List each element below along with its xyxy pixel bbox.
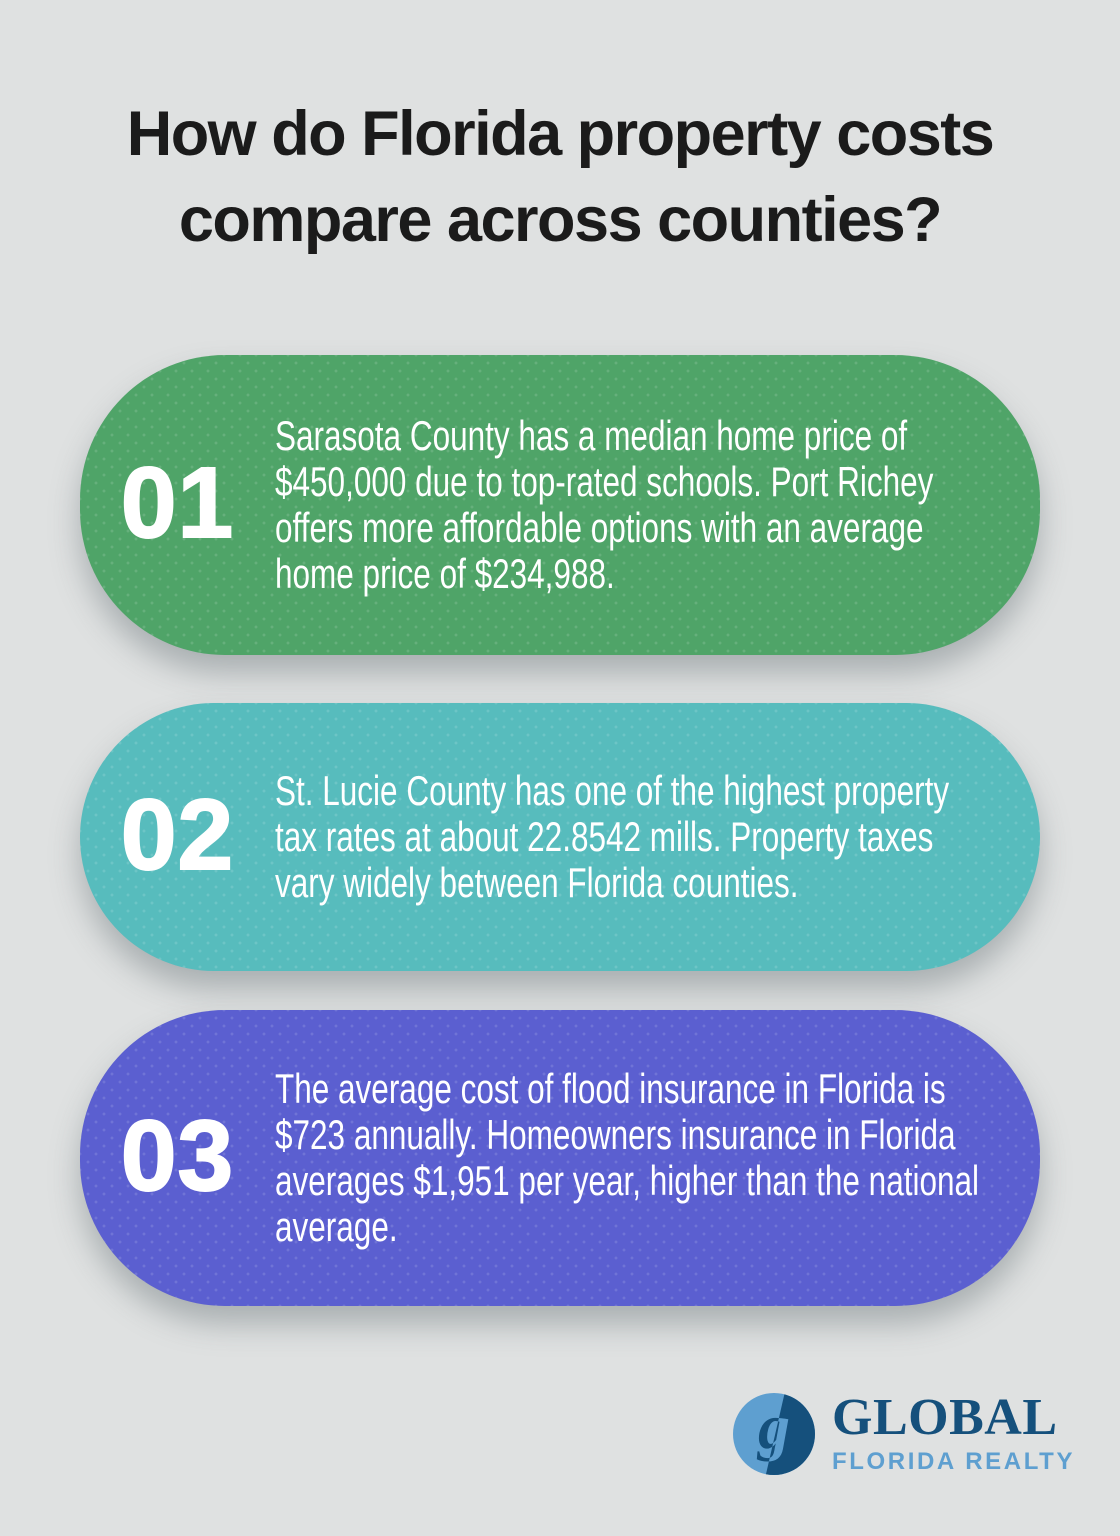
fact-number-3: 03	[120, 1100, 235, 1212]
fact-text-1: Sarasota County has a median home price …	[275, 411, 934, 598]
brand-tagline: FLORIDA REALTY	[832, 1448, 1076, 1475]
page-title-line-2: compare across counties?	[178, 184, 943, 255]
fact-number-1: 01	[120, 447, 235, 559]
page-title: How do Florida property costs compare ac…	[0, 92, 1120, 263]
logo-text: GLOBAL FLORIDA REALTY	[832, 1392, 1075, 1476]
brand-name: GLOBAL	[832, 1389, 1058, 1446]
fact-text-3: The average cost of flood insurance in F…	[275, 1064, 980, 1251]
fact-card-1: 01 Sarasota County has a median home pri…	[80, 355, 1040, 655]
fact-number-2: 02	[120, 779, 235, 891]
fact-card-2: 02 St. Lucie County has one of the highe…	[80, 703, 1040, 971]
fact-text-2: St. Lucie County has one of the highest …	[275, 766, 950, 907]
fact-card-3: 03 The average cost of flood insurance i…	[80, 1010, 1040, 1306]
brand-logo: g g GLOBAL FLORIDA REALTY	[733, 1392, 1075, 1476]
logo-monogram-icon: g g	[733, 1393, 815, 1475]
page-title-line-1: How do Florida property costs	[126, 99, 995, 169]
